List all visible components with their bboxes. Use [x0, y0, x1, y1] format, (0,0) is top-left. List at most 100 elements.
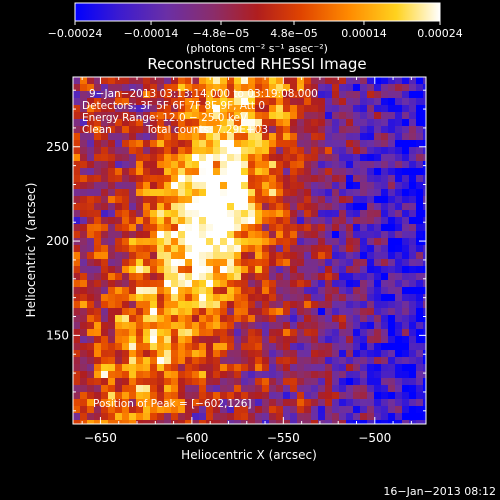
- heatmap-cell: [423, 343, 426, 351]
- heatmap-cell: [318, 154, 326, 162]
- heatmap-cell: [143, 126, 151, 134]
- heatmap-cell: [94, 189, 102, 197]
- chart-title: Reconstructed RHESSI Image: [147, 55, 366, 73]
- heatmap-cell: [206, 98, 214, 106]
- heatmap-cell: [262, 357, 270, 365]
- heatmap-cell: [220, 119, 228, 127]
- heatmap-cell: [255, 385, 263, 393]
- heatmap-cell: [339, 182, 347, 190]
- heatmap-cell: [129, 420, 137, 424]
- heatmap-cell: [367, 406, 375, 414]
- heatmap-cell: [157, 112, 165, 120]
- heatmap-cell: [185, 217, 193, 225]
- heatmap-cell: [381, 91, 389, 99]
- heatmap-cell: [346, 322, 354, 330]
- heatmap-cell: [241, 147, 249, 155]
- heatmap-cell: [129, 196, 137, 204]
- heatmap-cell: [290, 245, 298, 253]
- heatmap-cell: [283, 336, 291, 344]
- heatmap-cell: [276, 287, 284, 295]
- heatmap-cell: [108, 329, 116, 337]
- heatmap-cell: [255, 203, 263, 211]
- heatmap-cell: [395, 371, 403, 379]
- heatmap-cell: [136, 378, 144, 386]
- heatmap-cell: [367, 182, 375, 190]
- heatmap-cell: [94, 238, 102, 246]
- heatmap-cell: [115, 392, 123, 400]
- heatmap-cell: [80, 203, 88, 211]
- heatmap-cell: [290, 385, 298, 393]
- heatmap-cell: [297, 392, 305, 400]
- heatmap-cell: [220, 364, 228, 372]
- heatmap-cell: [402, 154, 410, 162]
- heatmap-cell: [276, 329, 284, 337]
- heatmap-cell: [255, 224, 263, 232]
- heatmap-cell: [360, 126, 368, 134]
- x-tick-label: −550: [267, 431, 300, 445]
- heatmap-cell: [157, 371, 165, 379]
- heatmap-cell: [416, 343, 424, 351]
- heatmap-cell: [206, 336, 214, 344]
- heatmap-cell: [297, 266, 305, 274]
- heatmap-cell: [129, 238, 137, 246]
- heatmap-cell: [115, 399, 123, 407]
- heatmap-cell: [255, 91, 263, 99]
- heatmap-cell: [227, 378, 235, 386]
- heatmap-cell: [367, 245, 375, 253]
- heatmap-cell: [87, 196, 95, 204]
- heatmap-cell: [290, 203, 298, 211]
- heatmap-cell: [80, 399, 88, 407]
- heatmap-cell: [80, 182, 88, 190]
- heatmap-cell: [402, 378, 410, 386]
- heatmap-cell: [199, 329, 207, 337]
- heatmap-cell: [388, 182, 396, 190]
- heatmap-cell: [325, 357, 333, 365]
- heatmap-cell: [374, 147, 382, 155]
- heatmap-cell: [395, 301, 403, 309]
- heatmap-cell: [311, 105, 319, 113]
- heatmap-cell: [178, 175, 186, 183]
- heatmap-cell: [150, 315, 158, 323]
- heatmap-cell: [122, 140, 130, 148]
- heatmap-cell: [73, 105, 81, 113]
- heatmap-cell: [143, 259, 151, 267]
- heatmap-cell: [353, 266, 361, 274]
- heatmap-cell: [185, 238, 193, 246]
- heatmap-cell: [101, 224, 109, 232]
- heatmap-cell: [178, 385, 186, 393]
- heatmap-cell: [115, 364, 123, 372]
- heatmap-cell: [73, 259, 81, 267]
- heatmap-cell: [122, 182, 130, 190]
- heatmap-cell: [311, 329, 319, 337]
- heatmap-cell: [353, 210, 361, 218]
- heatmap-cell: [206, 84, 214, 92]
- heatmap-cell: [276, 399, 284, 407]
- heatmap-cell: [227, 280, 235, 288]
- heatmap-cell: [101, 259, 109, 267]
- heatmap-cell: [178, 182, 186, 190]
- heatmap-cell: [101, 238, 109, 246]
- heatmap-cell: [374, 364, 382, 372]
- heatmap-cell: [94, 301, 102, 309]
- heatmap-cell: [402, 364, 410, 372]
- heatmap-cell: [402, 140, 410, 148]
- heatmap-cell: [262, 77, 270, 85]
- heatmap-cell: [241, 175, 249, 183]
- heatmap-cell: [94, 273, 102, 281]
- heatmap-cell: [360, 287, 368, 295]
- heatmap-cell: [339, 371, 347, 379]
- heatmap-cell: [199, 84, 207, 92]
- heatmap-cell: [206, 392, 214, 400]
- heatmap-cell: [248, 378, 256, 386]
- heatmap-cell: [115, 273, 123, 281]
- heatmap-cell: [108, 189, 116, 197]
- heatmap-cell: [360, 133, 368, 141]
- heatmap-cell: [122, 161, 130, 169]
- heatmap-cell: [234, 287, 242, 295]
- heatmap-cell: [73, 420, 81, 424]
- heatmap-cell: [262, 161, 270, 169]
- heatmap-cell: [416, 336, 424, 344]
- heatmap-cell: [115, 196, 123, 204]
- heatmap-cell: [129, 182, 137, 190]
- heatmap-cell: [136, 182, 144, 190]
